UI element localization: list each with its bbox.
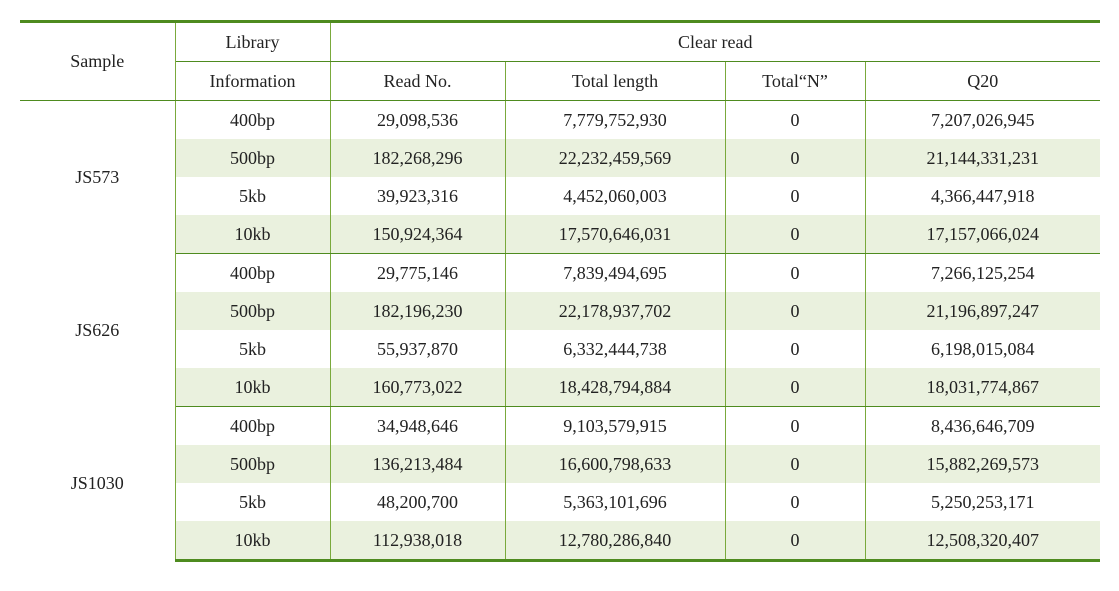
table-row: 500bp182,268,29622,232,459,569021,144,33… [20,139,1100,177]
q20: 15,882,269,573 [865,445,1100,483]
total-n: 0 [725,483,865,521]
total-length: 22,232,459,569 [505,139,725,177]
total-length: 17,570,646,031 [505,215,725,254]
q20: 6,198,015,084 [865,330,1100,368]
table-body: JS573400bp29,098,5367,779,752,93007,207,… [20,101,1100,561]
table-row: 10kb112,938,01812,780,286,840012,508,320… [20,521,1100,561]
library-info: 5kb [175,177,330,215]
total-length: 22,178,937,702 [505,292,725,330]
total-n: 0 [725,521,865,561]
read-no: 160,773,022 [330,368,505,407]
total-n: 0 [725,368,865,407]
q20: 17,157,066,024 [865,215,1100,254]
library-info: 500bp [175,292,330,330]
library-info: 400bp [175,407,330,446]
total-n: 0 [725,101,865,140]
q20: 7,266,125,254 [865,254,1100,293]
library-info: 500bp [175,445,330,483]
library-info: 400bp [175,254,330,293]
table-row: 10kb160,773,02218,428,794,884018,031,774… [20,368,1100,407]
read-no: 112,938,018 [330,521,505,561]
sequencing-table: Sample Library Clear read Information Re… [20,20,1100,562]
total-length: 7,779,752,930 [505,101,725,140]
read-no: 182,268,296 [330,139,505,177]
table-row: 5kb55,937,8706,332,444,73806,198,015,084 [20,330,1100,368]
q20: 7,207,026,945 [865,101,1100,140]
q20: 18,031,774,867 [865,368,1100,407]
total-length: 7,839,494,695 [505,254,725,293]
total-n: 0 [725,407,865,446]
header-total-n: Total“N” [725,62,865,101]
library-info: 5kb [175,483,330,521]
library-info: 500bp [175,139,330,177]
read-no: 34,948,646 [330,407,505,446]
total-n: 0 [725,254,865,293]
read-no: 29,775,146 [330,254,505,293]
total-n: 0 [725,445,865,483]
total-n: 0 [725,139,865,177]
table-header: Sample Library Clear read Information Re… [20,22,1100,101]
table-row: JS1030400bp34,948,6469,103,579,91508,436… [20,407,1100,446]
q20: 5,250,253,171 [865,483,1100,521]
sample-name: JS1030 [20,407,175,561]
total-n: 0 [725,215,865,254]
table-row: 5kb48,200,7005,363,101,69605,250,253,171 [20,483,1100,521]
read-no: 39,923,316 [330,177,505,215]
sample-name: JS626 [20,254,175,407]
library-info: 10kb [175,368,330,407]
q20: 21,196,897,247 [865,292,1100,330]
read-no: 150,924,364 [330,215,505,254]
total-length: 12,780,286,840 [505,521,725,561]
header-clear-read: Clear read [330,22,1100,62]
total-length: 18,428,794,884 [505,368,725,407]
header-sample: Sample [20,22,175,101]
header-read-no: Read No. [330,62,505,101]
library-info: 10kb [175,215,330,254]
table-row: JS626400bp29,775,1467,839,494,69507,266,… [20,254,1100,293]
total-length: 4,452,060,003 [505,177,725,215]
total-length: 6,332,444,738 [505,330,725,368]
table-row: 10kb150,924,36417,570,646,031017,157,066… [20,215,1100,254]
total-length: 5,363,101,696 [505,483,725,521]
header-total-length: Total length [505,62,725,101]
total-n: 0 [725,292,865,330]
q20: 8,436,646,709 [865,407,1100,446]
table-row: 500bp136,213,48416,600,798,633015,882,26… [20,445,1100,483]
header-library-sub: Information [175,62,330,101]
read-no: 136,213,484 [330,445,505,483]
q20: 4,366,447,918 [865,177,1100,215]
q20: 21,144,331,231 [865,139,1100,177]
total-length: 9,103,579,915 [505,407,725,446]
library-info: 400bp [175,101,330,140]
read-no: 29,098,536 [330,101,505,140]
total-n: 0 [725,177,865,215]
total-n: 0 [725,330,865,368]
table-row: JS573400bp29,098,5367,779,752,93007,207,… [20,101,1100,140]
library-info: 10kb [175,521,330,561]
header-library: Library [175,22,330,62]
table-row: 5kb39,923,3164,452,060,00304,366,447,918 [20,177,1100,215]
sample-name: JS573 [20,101,175,254]
read-no: 48,200,700 [330,483,505,521]
q20: 12,508,320,407 [865,521,1100,561]
read-no: 55,937,870 [330,330,505,368]
read-no: 182,196,230 [330,292,505,330]
header-q20: Q20 [865,62,1100,101]
table-row: 500bp182,196,23022,178,937,702021,196,89… [20,292,1100,330]
library-info: 5kb [175,330,330,368]
total-length: 16,600,798,633 [505,445,725,483]
